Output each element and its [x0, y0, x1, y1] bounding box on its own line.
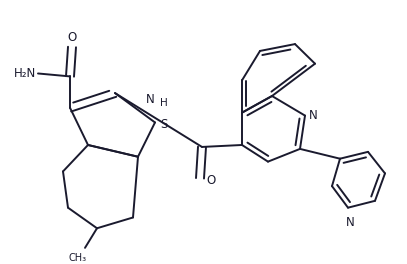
Text: N: N: [346, 215, 354, 229]
Text: O: O: [206, 174, 215, 187]
Text: S: S: [160, 118, 167, 131]
Text: H: H: [160, 98, 168, 108]
Text: N: N: [146, 93, 155, 106]
Text: CH₃: CH₃: [69, 253, 87, 263]
Text: H₂N: H₂N: [14, 67, 36, 80]
Text: O: O: [68, 31, 77, 44]
Text: N: N: [309, 109, 318, 122]
